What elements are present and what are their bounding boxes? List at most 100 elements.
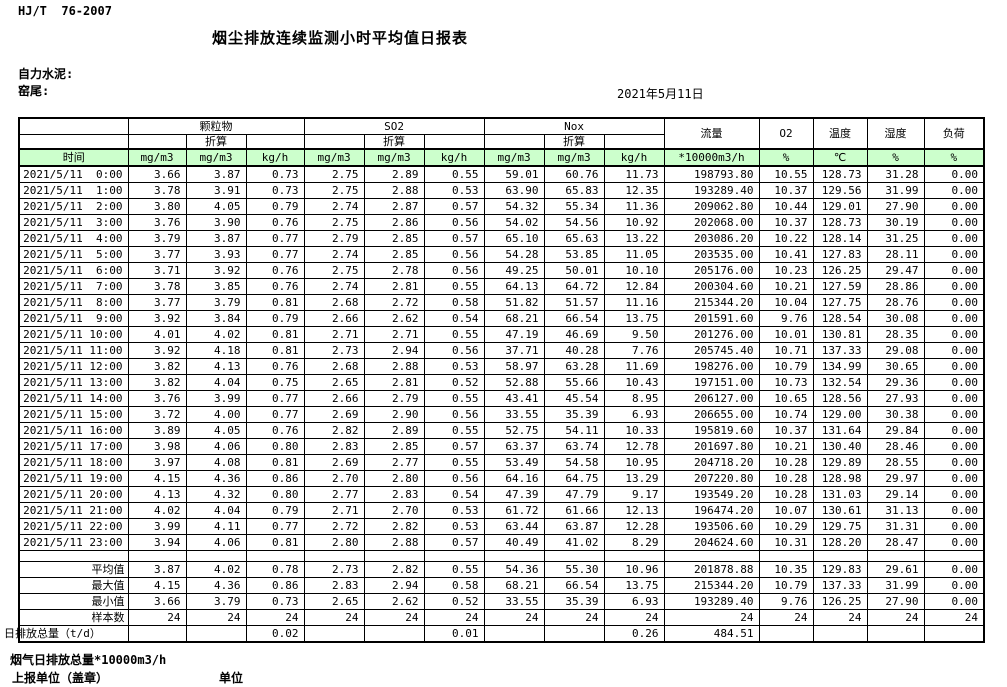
- value-cell[interactable]: [363, 625, 425, 643]
- value-cell[interactable]: 196474.20: [663, 502, 760, 519]
- unit-cell[interactable]: %: [758, 148, 814, 167]
- value-cell[interactable]: 2.71: [303, 326, 365, 343]
- value-cell[interactable]: 2.89: [363, 422, 425, 439]
- value-cell[interactable]: 0.75: [245, 374, 305, 391]
- time-cell[interactable]: 2021/5/11 14:00: [18, 390, 129, 407]
- value-cell[interactable]: 66.54: [543, 310, 605, 327]
- value-cell[interactable]: 4.02: [185, 561, 247, 578]
- value-cell[interactable]: 10.10: [603, 262, 665, 279]
- value-cell[interactable]: 0.01: [423, 625, 485, 643]
- value-cell[interactable]: 10.73: [758, 374, 814, 391]
- value-cell[interactable]: 0.00: [923, 230, 985, 247]
- value-cell[interactable]: 131.03: [812, 486, 868, 503]
- value-cell[interactable]: 215344.20: [663, 294, 760, 311]
- value-cell[interactable]: 0.55: [423, 454, 485, 471]
- value-cell[interactable]: 54.56: [543, 214, 605, 231]
- value-cell[interactable]: 31.13: [866, 502, 925, 519]
- corner-cell[interactable]: [18, 117, 129, 135]
- value-cell[interactable]: 0.77: [245, 518, 305, 535]
- value-cell[interactable]: 0.56: [423, 214, 485, 231]
- value-cell[interactable]: 13.75: [603, 577, 665, 594]
- value-cell[interactable]: 0.77: [245, 230, 305, 247]
- time-header-cell[interactable]: 时间: [18, 148, 129, 167]
- value-cell[interactable]: 30.38: [866, 406, 925, 423]
- value-cell[interactable]: 3.92: [185, 262, 247, 279]
- value-cell[interactable]: 200304.60: [663, 278, 760, 295]
- value-cell[interactable]: 0.00: [923, 310, 985, 327]
- value-cell[interactable]: 204718.20: [663, 454, 760, 471]
- value-cell[interactable]: 128.98: [812, 470, 868, 487]
- value-cell[interactable]: 3.93: [185, 246, 247, 263]
- value-cell[interactable]: 28.46: [866, 438, 925, 455]
- value-cell[interactable]: 0.52: [423, 374, 485, 391]
- value-cell[interactable]: 63.74: [543, 438, 605, 455]
- value-cell[interactable]: 24: [758, 609, 814, 626]
- unit-cell[interactable]: mg/m3: [303, 148, 365, 167]
- value-cell[interactable]: 54.11: [543, 422, 605, 439]
- value-cell[interactable]: 55.34: [543, 198, 605, 215]
- value-cell[interactable]: 0.58: [423, 577, 485, 594]
- value-cell[interactable]: 0.00: [923, 454, 985, 471]
- value-cell[interactable]: 0.81: [245, 454, 305, 471]
- value-cell[interactable]: 2.83: [303, 438, 365, 455]
- value-cell[interactable]: 2.70: [363, 502, 425, 519]
- value-cell[interactable]: 0.57: [423, 438, 485, 455]
- value-cell[interactable]: [758, 625, 814, 643]
- value-cell[interactable]: 0.76: [245, 422, 305, 439]
- value-cell[interactable]: 3.85: [185, 278, 247, 295]
- group-humidity-cell[interactable]: 湿度: [866, 117, 925, 150]
- value-cell[interactable]: 3.87: [185, 165, 247, 183]
- empty-header-cell[interactable]: [245, 134, 305, 150]
- time-cell[interactable]: 2021/5/11 0:00: [18, 165, 129, 183]
- value-cell[interactable]: 28.55: [866, 454, 925, 471]
- value-cell[interactable]: 3.92: [127, 310, 187, 327]
- value-cell[interactable]: 13.29: [603, 470, 665, 487]
- value-cell[interactable]: 28.47: [866, 534, 925, 551]
- value-cell[interactable]: 2.88: [363, 182, 425, 199]
- value-cell[interactable]: 12.35: [603, 182, 665, 199]
- value-cell[interactable]: 30.08: [866, 310, 925, 327]
- value-cell[interactable]: 0.57: [423, 230, 485, 247]
- value-cell[interactable]: 0.56: [423, 246, 485, 263]
- value-cell[interactable]: 10.96: [603, 561, 665, 578]
- value-cell[interactable]: 2.79: [303, 230, 365, 247]
- empty-header-cell[interactable]: [603, 134, 665, 150]
- value-cell[interactable]: 37.71: [483, 342, 545, 359]
- value-cell[interactable]: [866, 625, 925, 643]
- time-cell[interactable]: 2021/5/11 1:00: [18, 182, 129, 199]
- value-cell[interactable]: 54.36: [483, 561, 545, 578]
- value-cell[interactable]: 0.81: [245, 342, 305, 359]
- value-cell[interactable]: [127, 625, 187, 643]
- value-cell[interactable]: 129.56: [812, 182, 868, 199]
- value-cell[interactable]: 2.72: [363, 294, 425, 311]
- value-cell[interactable]: 4.15: [127, 577, 187, 594]
- unit-cell[interactable]: kg/h: [603, 148, 665, 167]
- value-cell[interactable]: 0.00: [923, 534, 985, 551]
- value-cell[interactable]: 206127.00: [663, 390, 760, 407]
- value-cell[interactable]: 10.74: [758, 406, 814, 423]
- value-cell[interactable]: 0.76: [245, 358, 305, 375]
- value-cell[interactable]: 3.91: [185, 182, 247, 199]
- empty-cell[interactable]: [543, 550, 605, 562]
- value-cell[interactable]: 0.73: [245, 593, 305, 610]
- value-cell[interactable]: 2.75: [303, 262, 365, 279]
- value-cell[interactable]: 4.13: [127, 486, 187, 503]
- value-cell[interactable]: 0.00: [923, 390, 985, 407]
- value-cell[interactable]: 2.81: [363, 374, 425, 391]
- time-cell[interactable]: 2021/5/11 10:00: [18, 326, 129, 343]
- value-cell[interactable]: 129.89: [812, 454, 868, 471]
- value-cell[interactable]: 126.25: [812, 262, 868, 279]
- value-cell[interactable]: 132.54: [812, 374, 868, 391]
- value-cell[interactable]: 195819.60: [663, 422, 760, 439]
- value-cell[interactable]: 0.53: [423, 358, 485, 375]
- value-cell[interactable]: 0.55: [423, 326, 485, 343]
- value-cell[interactable]: 0.00: [923, 593, 985, 610]
- value-cell[interactable]: 2.94: [363, 577, 425, 594]
- value-cell[interactable]: 2.74: [303, 246, 365, 263]
- value-cell[interactable]: 2.73: [303, 561, 365, 578]
- value-cell[interactable]: 3.94: [127, 534, 187, 551]
- value-cell[interactable]: 0.00: [923, 518, 985, 535]
- value-cell[interactable]: 12.13: [603, 502, 665, 519]
- value-cell[interactable]: 3.79: [185, 294, 247, 311]
- time-cell[interactable]: 2021/5/11 9:00: [18, 310, 129, 327]
